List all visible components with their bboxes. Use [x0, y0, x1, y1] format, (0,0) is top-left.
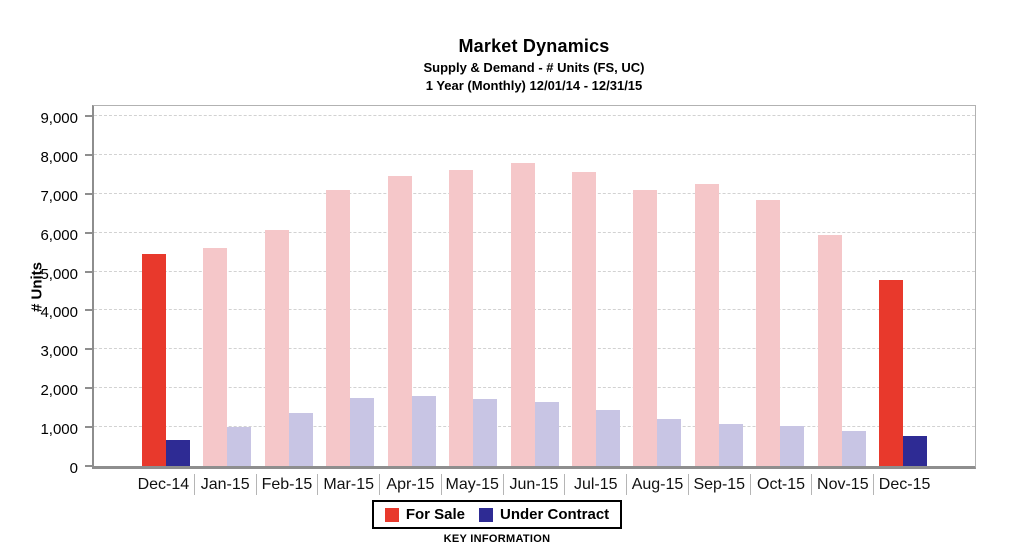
bar-for-sale-jul-15 [572, 172, 597, 466]
gridline-9000 [94, 115, 975, 116]
bar-under-contract-dec-15 [903, 436, 928, 466]
bar-under-contract-dec-14 [165, 439, 190, 466]
bar-group-oct-15 [750, 106, 811, 466]
y-tick-label-3000: 3,000 [40, 343, 78, 360]
legend-item-under-contract: Under Contract [479, 506, 609, 523]
x-label-dec-15: Dec-15 [873, 474, 935, 495]
bar-for-sale-oct-15 [756, 200, 781, 466]
bar-group-aug-15 [627, 106, 688, 466]
bar-for-sale-nov-15 [817, 234, 842, 466]
bar-group-apr-15 [381, 106, 442, 466]
chart-subtitle: Supply & Demand - # Units (FS, UC) [423, 60, 645, 75]
x-label-sep-15: Sep-15 [687, 474, 750, 495]
bar-under-contract-mar-15 [350, 397, 375, 466]
x-label-nov-15: Nov-15 [811, 474, 873, 495]
y-tick-mark-0 [85, 465, 92, 467]
bar-group-dec-14 [135, 106, 196, 466]
bar-under-contract-may-15 [473, 398, 498, 466]
x-label-aug-15: Aug-15 [626, 474, 688, 495]
bar-group-jul-15 [565, 106, 626, 466]
y-tick-mark-8000 [85, 154, 92, 156]
bar-for-sale-apr-15 [387, 176, 412, 466]
x-label-jul-15: Jul-15 [564, 474, 626, 495]
legend-swatch-under-contract [479, 507, 493, 522]
legend-label-under-contract: Under Contract [500, 506, 610, 523]
x-label-jan-15: Jan-15 [193, 474, 256, 495]
bar-under-contract-jul-15 [596, 410, 621, 466]
bar-for-sale-dec-14 [141, 254, 166, 466]
legend-swatch-for-sale [384, 507, 399, 522]
legend-box: For Sale Under Contract [371, 500, 623, 529]
y-tick-label-9000: 9,000 [40, 110, 78, 127]
bar-for-sale-aug-15 [633, 189, 658, 466]
bar-for-sale-feb-15 [264, 229, 289, 466]
bar-for-sale-sep-15 [694, 184, 719, 466]
legend: For Sale Under Contract KEY INFORMATION [0, 500, 994, 545]
y-tick-mark-6000 [85, 232, 92, 234]
bar-group-dec-15 [873, 106, 934, 466]
y-tick-mark-1000 [85, 426, 92, 428]
bar-under-contract-sep-15 [718, 424, 743, 466]
y-tick-mark-3000 [85, 348, 92, 350]
y-tick-mark-4000 [85, 309, 92, 311]
y-tick-mark-9000 [85, 115, 92, 117]
y-tick-label-2000: 2,000 [40, 382, 78, 399]
legend-item-for-sale: For Sale [384, 506, 465, 523]
bar-for-sale-jun-15 [510, 163, 535, 466]
y-tick-label-7000: 7,000 [40, 188, 78, 205]
bar-for-sale-mar-15 [326, 189, 351, 466]
y-tick-label-4000: 4,000 [40, 304, 78, 321]
x-label-may-15: May-15 [440, 474, 503, 495]
y-tick-mark-5000 [85, 271, 92, 273]
x-label-jun-15: Jun-15 [502, 474, 565, 495]
x-label-mar-15: Mar-15 [317, 474, 379, 495]
y-tick-mark-7000 [85, 193, 92, 195]
bars-layer [94, 106, 975, 466]
bar-for-sale-dec-15 [879, 280, 904, 466]
bar-group-feb-15 [258, 106, 319, 466]
y-tick-label-8000: 8,000 [40, 149, 78, 166]
bar-under-contract-jan-15 [227, 427, 252, 466]
legend-footer: KEY INFORMATION [443, 533, 551, 545]
bar-group-may-15 [442, 106, 503, 466]
bar-under-contract-feb-15 [288, 412, 313, 466]
x-label-feb-15: Feb-15 [255, 474, 318, 495]
bar-group-sep-15 [688, 106, 749, 466]
chart-title: Market Dynamics [458, 36, 610, 56]
x-label-dec-14: Dec-14 [137, 476, 190, 493]
bar-under-contract-oct-15 [780, 425, 805, 466]
bar-group-jan-15 [196, 106, 257, 466]
bar-for-sale-may-15 [449, 170, 474, 466]
chart-header: Market Dynamics Supply & Demand - # Unit… [92, 36, 976, 93]
chart-period: 1 Year (Monthly) 12/01/14 - 12/31/15 [425, 78, 643, 93]
bar-group-nov-15 [811, 106, 872, 466]
legend-label-for-sale: For Sale [405, 506, 465, 523]
bar-under-contract-jun-15 [534, 401, 559, 466]
bar-under-contract-apr-15 [411, 396, 436, 466]
gridline-8000 [94, 154, 975, 155]
x-axis-labels: Dec-14 Jan-15 Feb-15 Mar-15 Apr-15 May-15 Jun-… [92, 474, 976, 495]
plot-area [85, 105, 976, 469]
bar-for-sale-jan-15 [203, 248, 228, 466]
y-tick-label-5000: 5,000 [40, 266, 78, 283]
x-label-apr-15: Apr-15 [379, 474, 441, 495]
x-label-oct-15: Oct-15 [749, 474, 812, 495]
bar-under-contract-aug-15 [657, 418, 682, 466]
y-axis-tick-labels: 0 1,000 2,000 3,000 4,000 5,000 6,000 7,000 8,00… [0, 105, 84, 477]
y-tick-label-0: 0 [69, 460, 78, 477]
y-tick-label-1000: 1,000 [40, 421, 78, 438]
bar-group-mar-15 [319, 106, 380, 466]
bar-group-jun-15 [504, 106, 565, 466]
y-tick-label-6000: 6,000 [40, 227, 78, 244]
y-tick-mark-2000 [85, 387, 92, 389]
bar-under-contract-nov-15 [841, 431, 866, 466]
